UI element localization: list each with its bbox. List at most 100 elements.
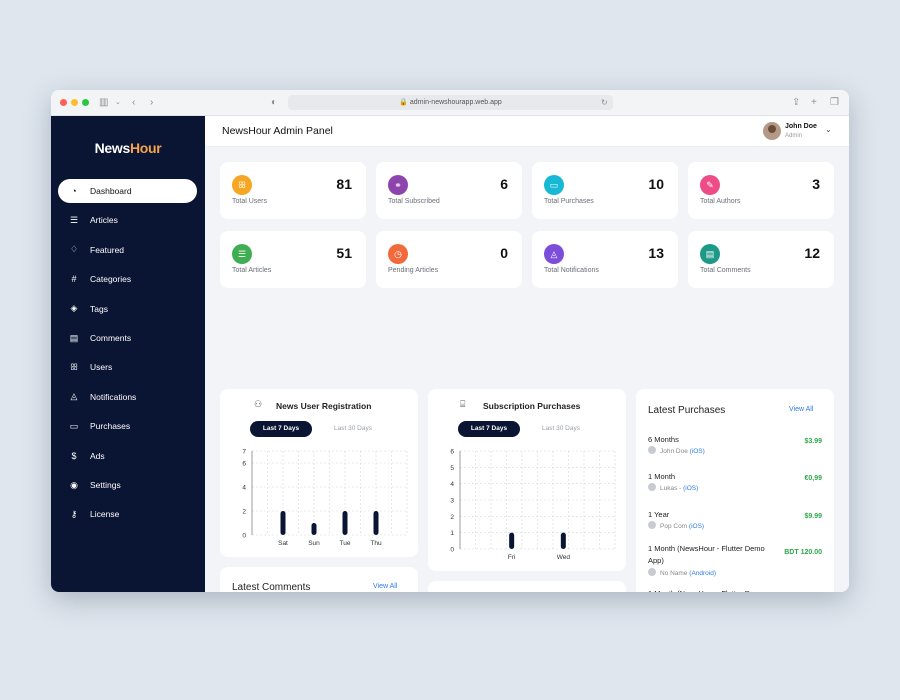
shield-icon[interactable]: ◐ (271, 97, 278, 108)
close-window-button[interactable] (60, 99, 67, 106)
purchase-plan[interactable]: 1 Month (648, 472, 676, 481)
sidebar-item-label: Featured (90, 244, 125, 255)
sidebar-item-categories[interactable]: # Categories (58, 267, 197, 291)
view-all-link[interactable]: View All (789, 406, 814, 413)
tab-last-7-days[interactable]: Last 7 Days (250, 421, 312, 437)
y-tick-label: 3 (450, 498, 454, 505)
x-tick-label: Fri (508, 554, 516, 561)
chevron-down-icon[interactable]: ⌄ (115, 99, 121, 106)
bar[interactable] (509, 532, 515, 549)
bar[interactable] (280, 511, 286, 535)
tabs-overview-icon[interactable]: ❐ (830, 97, 839, 108)
latest-purchases-card: Latest Purchases View All 6 Months John Doe… (636, 389, 834, 592)
purchase-icon: ▭ (544, 175, 564, 195)
sidebar-toggle-icon[interactable]: ▥ (99, 97, 109, 108)
subscribed-icon: ⚭ (388, 175, 408, 195)
sidebar-item-comments[interactable]: ▤ Comments (58, 326, 197, 350)
sidebar-item-articles[interactable]: ☰ Articles (58, 208, 197, 232)
sidebar-item-label: Purchases (90, 421, 131, 432)
bar[interactable] (560, 532, 566, 549)
chevron-down-icon[interactable]: ⌄ (825, 125, 832, 134)
purchase-user-line: No Name (Android) (648, 568, 716, 577)
purchase-plan[interactable]: 1 Month (NewsHour - Flutter Demo App) (648, 588, 766, 592)
bell-icon: ◬ (544, 244, 564, 264)
tab-last-30-days[interactable]: Last 30 Days (334, 425, 372, 432)
stat-card-pending-articles[interactable]: ◷ 0 Pending Articles (376, 231, 522, 288)
avatar[interactable] (763, 122, 781, 140)
brand-logo[interactable]: NewsHour (51, 140, 205, 156)
sidebar-item-license[interactable]: ⚷ License (58, 502, 197, 526)
purchase-plan[interactable]: 1 Month (NewsHour - Flutter Demo App) (648, 544, 765, 565)
top-header: NewsHour Admin Panel John Doe Admin ⌄ (205, 116, 849, 147)
browser-window: ▥ ⌄ ‹ › ◐ 🔒 admin-newshourapp.web.app ↻ … (51, 90, 849, 592)
stat-label: Total Purchases (544, 198, 594, 205)
stat-card-total-articles[interactable]: ☰ 51 Total Articles (220, 231, 366, 288)
share-icon[interactable]: ⇪ (792, 97, 801, 108)
tab-last-7-days[interactable]: Last 7 Days (458, 421, 520, 437)
x-tick-label: Wed (557, 554, 571, 561)
sidebar: NewsHour ◔ Dashboard ☰ Articles ♢ Featured # Ca… (51, 116, 205, 592)
user-role: Admin (785, 133, 803, 139)
sidebar-item-featured[interactable]: ♢ Featured (58, 238, 197, 262)
bar[interactable] (373, 511, 379, 535)
sidebar-item-label: Notifications (90, 391, 137, 402)
sidebar-item-label: Tags (90, 303, 108, 314)
reload-icon[interactable]: ↻ (601, 98, 608, 107)
view-all-link[interactable]: View All (373, 583, 398, 590)
stat-label: Pending Articles (388, 267, 439, 274)
stat-label: Total Notifications (544, 267, 599, 274)
sidebar-item-settings[interactable]: ◉ Settings (58, 473, 197, 497)
stat-value: 81 (336, 176, 352, 192)
url-bar[interactable]: 🔒 admin-newshourapp.web.app (288, 95, 613, 110)
bell-icon: ◬ (70, 391, 78, 402)
page-title: NewsHour Admin Panel (222, 125, 333, 137)
y-tick-label: 6 (242, 461, 246, 468)
sidebar-item-purchases[interactable]: ▭ Purchases (58, 414, 197, 438)
stat-label: Total Authors (700, 198, 741, 205)
stat-card-total-subscribed[interactable]: ⚭ 6 Total Subscribed (376, 162, 522, 219)
stat-card-total-notifications[interactable]: ◬ 13 Total Notifications (532, 231, 678, 288)
y-tick-label: 1 (450, 530, 454, 537)
purchase-user: Lukas - (660, 485, 682, 492)
user-name[interactable]: John Doe (785, 123, 817, 130)
brand-name-part1: News (94, 140, 131, 156)
back-icon[interactable]: ‹ (132, 97, 136, 108)
purchase-price: $3.99 (804, 438, 822, 445)
purchase-user-line: Lukas - (iOS) (648, 483, 698, 492)
stat-card-total-comments[interactable]: ▤ 12 Total Comments (688, 231, 834, 288)
dollar-icon: $ (71, 450, 77, 461)
purchase-platform: (iOS) (683, 485, 699, 492)
purchase-user: John Doe (660, 448, 688, 455)
stat-value: 12 (804, 245, 820, 261)
y-tick-label: 0 (242, 533, 246, 540)
sidebar-item-ads[interactable]: $ Ads (58, 444, 197, 468)
stat-card-total-users[interactable]: ꕥ 81 Total Users (220, 162, 366, 219)
tab-last-30-days[interactable]: Last 30 Days (542, 425, 580, 432)
sidebar-item-label: Articles (90, 215, 118, 226)
purchase-user-line: Pop Com (iOS) (648, 521, 704, 530)
purchase-plan[interactable]: 6 Months (648, 435, 679, 444)
sidebar-item-notifications[interactable]: ◬ Notifications (58, 385, 197, 409)
sidebar-item-tags[interactable]: ◈ Tags (58, 297, 197, 321)
sidebar-item-label: Users (90, 362, 113, 373)
stat-label: Total Articles (232, 267, 272, 274)
y-tick-label: 6 (450, 449, 454, 456)
sidebar-item-dashboard[interactable]: ◔ Dashboard (58, 179, 197, 203)
stat-card-total-purchases[interactable]: ▭ 10 Total Purchases (532, 162, 678, 219)
purchase-user: Pop Com (660, 523, 688, 530)
new-tab-icon[interactable]: + (811, 97, 817, 108)
maximize-window-button[interactable] (82, 99, 89, 106)
forward-icon[interactable]: › (150, 97, 154, 108)
purchase-plan[interactable]: 1 Year (648, 510, 670, 519)
sidebar-item-users[interactable]: ꕥ Users (58, 355, 197, 379)
minimize-window-button[interactable] (71, 99, 78, 106)
browser-toolbar: ▥ ⌄ ‹ › ◐ 🔒 admin-newshourapp.web.app ↻ … (51, 90, 849, 116)
chart-title: News User Registration (276, 401, 372, 411)
bar[interactable] (342, 511, 348, 535)
bar[interactable] (311, 523, 317, 535)
stat-value: 51 (336, 245, 352, 261)
stat-card-total-authors[interactable]: ✎ 3 Total Authors (688, 162, 834, 219)
x-tick-label: Sun (308, 540, 320, 547)
x-tick-label: Sat (278, 540, 288, 547)
